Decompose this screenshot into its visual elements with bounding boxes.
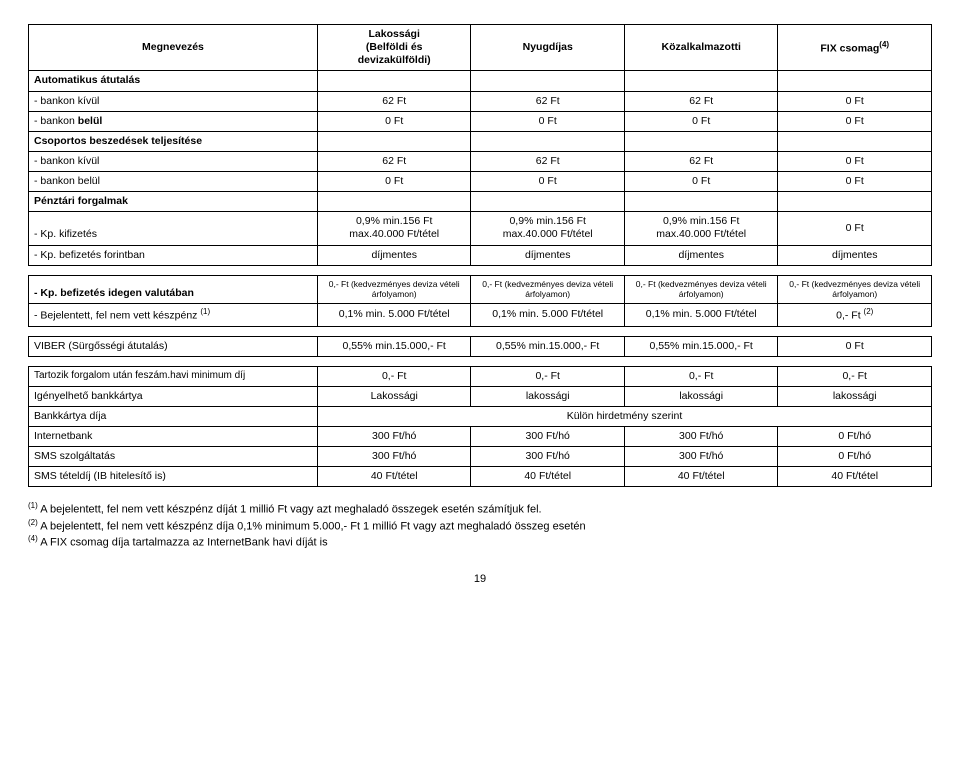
table-row: VIBER (Sürgősségi átutalás) 0,55% min.15… xyxy=(29,336,932,356)
header-lakossagi: Lakossági (Belföldi és devizakülföldi) xyxy=(317,25,471,71)
footnotes: (1) A bejelentett, fel nem vett készpénz… xyxy=(28,501,932,551)
table-row: - bankon belül 0 Ft 0 Ft 0 Ft 0 Ft xyxy=(29,172,932,192)
header-nyugdijas: Nyugdíjas xyxy=(471,25,625,71)
header-kozalkalmazotti: Közalkalmazotti xyxy=(624,25,778,71)
section-csoportos: Csoportos beszedések teljesítése xyxy=(29,131,318,151)
table-row: SMS tételdíj (IB hitelesítő is) 40 Ft/té… xyxy=(29,467,932,487)
table-row: - Kp. befizetés idegen valutában 0,- Ft … xyxy=(29,275,932,303)
page-number: 19 xyxy=(28,573,932,585)
header-fix: FIX csomag(4) xyxy=(778,25,932,71)
table-row: - bankon kívül 62 Ft 62 Ft 62 Ft 0 Ft xyxy=(29,91,932,111)
section-penztari: Pénztári forgalmak xyxy=(29,192,318,212)
table-row: - Kp. kifizetés 0,9% min.156 Ft max.40.0… xyxy=(29,212,932,245)
table-row: - bankon kívül 62 Ft 62 Ft 62 Ft 0 Ft xyxy=(29,151,932,171)
table-row: - Kp. befizetés forintban díjmentes díjm… xyxy=(29,245,932,265)
header-name: Megnevezés xyxy=(29,25,318,71)
fee-table: Megnevezés Lakossági (Belföldi és deviza… xyxy=(28,24,932,487)
table-row: Tartozik forgalom után feszám.havi minim… xyxy=(29,366,932,386)
table-row: Igényelhető bankkártya Lakossági lakossá… xyxy=(29,386,932,406)
table-row: Internetbank 300 Ft/hó 300 Ft/hó 300 Ft/… xyxy=(29,427,932,447)
table-row: - Bejelentett, fel nem vett készpénz (1)… xyxy=(29,303,932,326)
table-row: SMS szolgáltatás 300 Ft/hó 300 Ft/hó 300… xyxy=(29,447,932,467)
section-automatic-transfer: Automatikus átutalás xyxy=(29,71,318,91)
table-row: Bankkártya díja Külön hirdetmény szerint xyxy=(29,406,932,426)
table-row: - bankon belül 0 Ft 0 Ft 0 Ft 0 Ft xyxy=(29,111,932,131)
